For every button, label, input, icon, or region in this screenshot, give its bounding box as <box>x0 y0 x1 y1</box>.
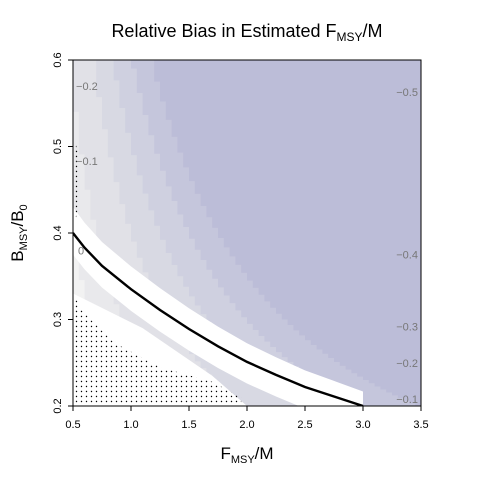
y-tick-label-2: 0.4 <box>52 225 64 240</box>
x-axis-label: FMSY/M <box>220 444 273 466</box>
y-tick-label-4: 0.6 <box>52 52 64 67</box>
y-axis: 0.2 0.3 0.4 0.5 0.6 <box>52 52 73 414</box>
chart-title: Relative Bias in Estimated FMSY/M <box>111 21 382 44</box>
x-tick-label-0: 0.5 <box>65 419 80 431</box>
x-tick-label-5: 3.0 <box>355 419 370 431</box>
contour-label-3: −0.5 <box>396 87 418 99</box>
contour-label-6: −0.2 <box>396 358 418 370</box>
contour-labels: −0.2 −0.1 0 −0.5 −0.4 −0.3 −0.2 −0.1 <box>76 81 418 406</box>
y-axis-label: BMSY/B0 <box>8 204 30 261</box>
stippled-region-lower <box>73 293 242 406</box>
x-tick-label-1: 1.0 <box>123 419 138 431</box>
contour-label-7: −0.1 <box>396 394 418 406</box>
y-tick-label-1: 0.3 <box>52 312 64 327</box>
heatmap-area <box>73 60 421 406</box>
x-tick-label-3: 2.0 <box>239 419 254 431</box>
contour-label-1: −0.1 <box>76 156 98 168</box>
contour-label-5: −0.3 <box>396 321 418 333</box>
feasibility-boundary-curve <box>73 232 364 406</box>
x-tick-label-6: 3.5 <box>413 419 428 431</box>
y-tick-label-0: 0.2 <box>52 398 64 413</box>
contour-label-2: 0 <box>78 245 84 257</box>
x-axis: 0.5 1.0 1.5 2.0 2.5 3.0 3.5 <box>65 406 429 431</box>
bias-band-zero <box>73 207 363 406</box>
contour-label-4: −0.4 <box>396 250 418 262</box>
x-tick-label-4: 2.5 <box>297 419 312 431</box>
y-tick-label-3: 0.5 <box>52 139 64 154</box>
x-tick-label-2: 1.5 <box>181 419 196 431</box>
contour-label-0: −0.2 <box>76 81 98 93</box>
